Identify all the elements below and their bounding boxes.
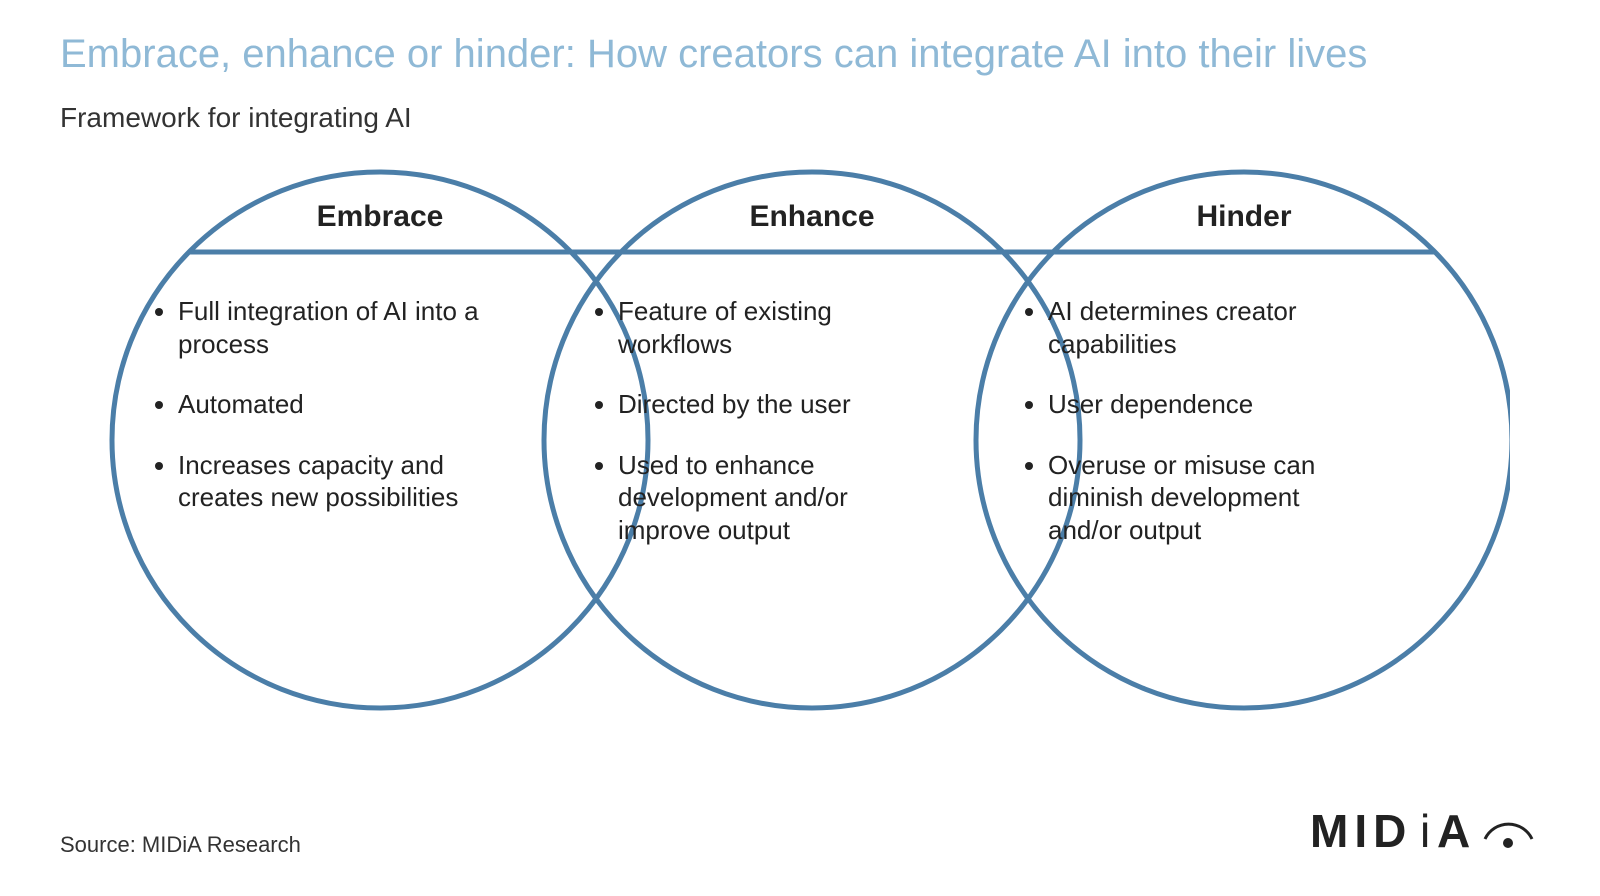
bullet: Full integration of AI into a process — [178, 295, 480, 360]
page-title: Embrace, enhance or hinder: How creators… — [60, 32, 1367, 77]
bullets-embrace: Full integration of AI into a process Au… — [150, 295, 480, 542]
bullet: Overuse or misuse can diminish developme… — [1048, 449, 1350, 547]
venn-diagram: Embrace Enhance Hinder Full integration … — [70, 160, 1510, 720]
bullet: Directed by the user — [618, 388, 920, 421]
svg-text:i: i — [1420, 805, 1430, 857]
midia-logo: MID i A — [1310, 791, 1540, 866]
bullet: Used to enhance development and/or impro… — [618, 449, 920, 547]
circle-label-embrace: Embrace — [260, 200, 500, 234]
bullet: Automated — [178, 388, 480, 421]
bullet: User dependence — [1048, 388, 1350, 421]
circle-label-enhance: Enhance — [692, 200, 932, 234]
page-subtitle: Framework for integrating AI — [60, 102, 412, 134]
bullet: AI determines creator capabilities — [1048, 295, 1350, 360]
bullet: Increases capacity and creates new possi… — [178, 449, 480, 514]
bullet: Feature of existing workflows — [618, 295, 920, 360]
circle-label-hinder: Hinder — [1124, 200, 1364, 234]
svg-text:MID: MID — [1310, 805, 1412, 857]
bullets-hinder: AI determines creator capabilities User … — [1020, 295, 1350, 574]
bullets-enhance: Feature of existing workflows Directed b… — [590, 295, 920, 574]
slide: Embrace, enhance or hinder: How creators… — [0, 0, 1600, 896]
svg-text:A: A — [1437, 805, 1476, 857]
source-text: Source: MIDiA Research — [60, 832, 301, 858]
